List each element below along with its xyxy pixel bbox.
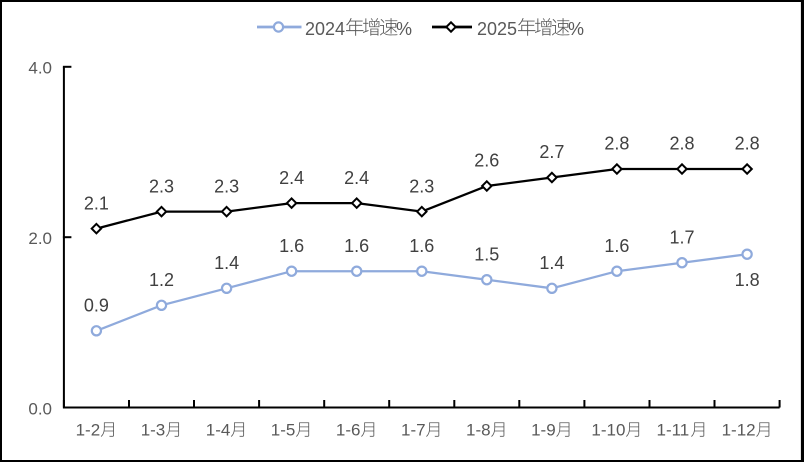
svg-text:2.1: 2.1 (84, 193, 109, 213)
svg-text:1.5: 1.5 (474, 244, 499, 264)
svg-text:2.7: 2.7 (539, 142, 564, 162)
svg-text:1.6: 1.6 (409, 236, 434, 256)
svg-text:0.0: 0.0 (28, 399, 52, 418)
svg-text:2.3: 2.3 (149, 176, 174, 196)
svg-text:1.4: 1.4 (539, 253, 564, 273)
svg-text:2025: 2025 (477, 19, 517, 39)
svg-text:1-12: 1-12 (722, 421, 756, 440)
svg-text:4.0: 4.0 (28, 59, 52, 78)
svg-text:2.6: 2.6 (474, 151, 499, 171)
svg-text:1.7: 1.7 (669, 227, 694, 247)
svg-text:2.8: 2.8 (669, 134, 694, 154)
svg-text:1-10: 1-10 (591, 421, 625, 440)
svg-text:1.6: 1.6 (344, 236, 369, 256)
svg-text:1.4: 1.4 (214, 253, 239, 273)
svg-text:1-6: 1-6 (336, 421, 361, 440)
svg-text:%: % (396, 19, 412, 39)
svg-text:1-7: 1-7 (401, 421, 426, 440)
svg-text:2.0: 2.0 (28, 229, 52, 248)
svg-text:1.6: 1.6 (604, 236, 629, 256)
svg-text:1-11: 1-11 (657, 421, 690, 440)
svg-text:1-8: 1-8 (466, 421, 491, 440)
svg-text:1.6: 1.6 (279, 236, 304, 256)
svg-text:%: % (568, 19, 584, 39)
svg-text:1.2: 1.2 (149, 270, 174, 290)
svg-text:1-2: 1-2 (76, 421, 101, 440)
svg-text:1-3: 1-3 (141, 421, 166, 440)
svg-text:1.8: 1.8 (735, 270, 760, 290)
svg-text:1-9: 1-9 (531, 421, 556, 440)
svg-text:2024: 2024 (305, 19, 345, 39)
svg-text:1-4: 1-4 (206, 421, 231, 440)
svg-text:2.8: 2.8 (735, 134, 760, 154)
svg-text:2.4: 2.4 (344, 168, 369, 188)
svg-text:2.3: 2.3 (409, 176, 434, 196)
svg-text:2.3: 2.3 (214, 176, 239, 196)
svg-text:0.9: 0.9 (84, 296, 109, 316)
svg-text:2.8: 2.8 (604, 134, 629, 154)
svg-text:1-5: 1-5 (271, 421, 296, 440)
svg-text:2.4: 2.4 (279, 168, 304, 188)
